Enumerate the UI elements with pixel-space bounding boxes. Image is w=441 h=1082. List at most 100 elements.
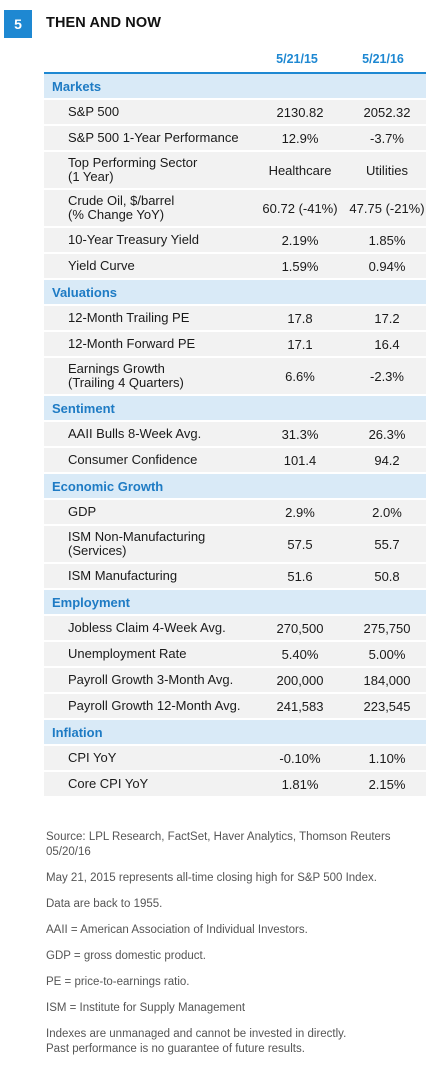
footnote: Data are back to 1955. bbox=[46, 897, 436, 912]
row-label-line: 10-Year Treasury Yield bbox=[68, 232, 200, 247]
section-label: Employment bbox=[52, 594, 131, 610]
value-2016: Utilities bbox=[366, 162, 408, 178]
section-label: Economic Growth bbox=[52, 478, 164, 494]
value-2015: 1.81% bbox=[281, 776, 319, 792]
table-row: Payroll Growth 12-Month Avg. 241,583 223,5… bbox=[44, 694, 426, 720]
row-label-line: GDP bbox=[68, 504, 97, 519]
table-row: 12-Month Forward PE 17.1 16.4 bbox=[44, 332, 426, 358]
table-row: AAII Bulls 8-Week Avg. 31.3% 26.3% bbox=[44, 422, 426, 448]
value-2016: 275,750 bbox=[363, 620, 411, 636]
value-2016: 2.15% bbox=[368, 776, 406, 792]
value-2015: 17.8 bbox=[287, 310, 313, 326]
value-2015: 51.6 bbox=[287, 568, 313, 584]
row-label: Unemployment Rate bbox=[44, 647, 248, 661]
row-label: S&P 500 bbox=[44, 105, 248, 119]
row-label-line: ISM Manufacturing bbox=[68, 568, 178, 583]
footnote-line: Indexes are unmanaged and cannot be inve… bbox=[46, 1028, 347, 1040]
footnote: AAII = American Association of Individua… bbox=[46, 923, 436, 938]
value-2015: 17.1 bbox=[287, 336, 313, 352]
table-row: CPI YoY -0.10% 1.10% bbox=[44, 746, 426, 772]
value-2016: 94.2 bbox=[374, 452, 400, 468]
table-row: GDP 2.9% 2.0% bbox=[44, 500, 426, 526]
row-label: Jobless Claim 4-Week Avg. bbox=[44, 621, 248, 635]
row-label: Payroll Growth 12-Month Avg. bbox=[44, 699, 248, 713]
row-label-line: S&P 500 bbox=[68, 104, 120, 119]
table-row: Earnings Growth (Trailing 4 Quarters) 6.6%… bbox=[44, 358, 426, 396]
figure-number-badge: 5 bbox=[4, 10, 32, 38]
footnote: Source: LPL Research, FactSet, Haver Ana… bbox=[46, 830, 436, 860]
footnote: May 21, 2015 represents all-time closing… bbox=[46, 871, 436, 886]
column-header-2015: 5/21/15 bbox=[276, 52, 318, 66]
table-row: Core CPI YoY 1.81% 2.15% bbox=[44, 772, 426, 798]
footnote-line: GDP = gross domestic product. bbox=[46, 950, 206, 962]
value-2016: 2.0% bbox=[372, 504, 402, 520]
value-2015: -0.10% bbox=[279, 750, 321, 766]
value-2016: -3.7% bbox=[370, 130, 404, 146]
section-header-row: Economic Growth bbox=[44, 474, 426, 500]
value-2015: 2.9% bbox=[285, 504, 315, 520]
value-2016: 16.4 bbox=[374, 336, 400, 352]
footnote-line: AAII = American Association of Individua… bbox=[46, 924, 308, 936]
value-2015: 270,500 bbox=[276, 620, 324, 636]
footnote-line: Data are back to 1955. bbox=[46, 898, 163, 910]
table-row: Payroll Growth 3-Month Avg. 200,000 184,00… bbox=[44, 668, 426, 694]
row-label-line: ISM Non-Manufacturing bbox=[68, 529, 206, 544]
value-2015: 60.72 (-41%) bbox=[262, 200, 338, 216]
row-label: S&P 500 1-Year Performance bbox=[44, 131, 248, 145]
value-2016: 55.7 bbox=[374, 536, 400, 552]
value-2015: 31.3% bbox=[281, 426, 319, 442]
row-label-line: (1 Year) bbox=[68, 169, 114, 184]
value-2015: 101.4 bbox=[283, 452, 317, 468]
table-row: Top Performing Sector (1 Year) Healthcare U… bbox=[44, 152, 426, 190]
value-2016: 1.10% bbox=[368, 750, 406, 766]
row-label: GDP bbox=[44, 505, 248, 519]
value-2015: 2.19% bbox=[281, 232, 319, 248]
row-label-line: CPI YoY bbox=[68, 750, 117, 765]
value-2015: 6.6% bbox=[285, 368, 315, 384]
value-2015: 12.9% bbox=[281, 130, 319, 146]
footnote: PE = price-to-earnings ratio. bbox=[46, 975, 436, 990]
value-2015: 241,583 bbox=[276, 698, 324, 714]
row-label-line: Earnings Growth bbox=[68, 361, 165, 376]
row-label: CPI YoY bbox=[44, 751, 248, 765]
row-label-line: Yield Curve bbox=[68, 258, 135, 273]
section-header-row: Valuations bbox=[44, 280, 426, 306]
row-label: Crude Oil, $/barrel (% Change YoY) bbox=[44, 194, 248, 222]
row-label-line: Crude Oil, $/barrel bbox=[68, 193, 175, 208]
table-row: Yield Curve 1.59% 0.94% bbox=[44, 254, 426, 280]
value-2016: 1.85% bbox=[368, 232, 406, 248]
value-2016: 0.94% bbox=[368, 258, 406, 274]
footnote: ISM = Institute for Supply Management bbox=[46, 1001, 436, 1016]
section-header-row: Inflation bbox=[44, 720, 426, 746]
row-label-line: 12-Month Trailing PE bbox=[68, 310, 190, 325]
table-row: Jobless Claim 4-Week Avg. 270,500 275,750 bbox=[44, 616, 426, 642]
figure-title: THEN AND NOW bbox=[46, 15, 162, 31]
value-2015: Healthcare bbox=[268, 162, 332, 178]
section-header-row: Markets bbox=[44, 74, 426, 100]
table-row: ISM Manufacturing 51.6 50.8 bbox=[44, 564, 426, 590]
table-row: S&P 500 1-Year Performance 12.9% -3.7% bbox=[44, 126, 426, 152]
value-2016: 26.3% bbox=[368, 426, 406, 442]
value-2016: 50.8 bbox=[374, 568, 400, 584]
table-row: ISM Non-Manufacturing (Services) 57.5 55.7 bbox=[44, 526, 426, 564]
footnotes: Source: LPL Research, FactSet, Haver Ana… bbox=[46, 830, 436, 1068]
row-label: 12-Month Forward PE bbox=[44, 337, 248, 351]
row-label-line: Core CPI YoY bbox=[68, 776, 149, 791]
table-row: Consumer Confidence 101.4 94.2 bbox=[44, 448, 426, 474]
row-label: 12-Month Trailing PE bbox=[44, 311, 248, 325]
row-label-line: Payroll Growth 12-Month Avg. bbox=[68, 698, 241, 713]
footnote-line: Past performance is no guarantee of futu… bbox=[46, 1043, 305, 1055]
row-label: Top Performing Sector (1 Year) bbox=[44, 156, 248, 184]
row-label-line: Unemployment Rate bbox=[68, 646, 187, 661]
row-label-line: Consumer Confidence bbox=[68, 452, 198, 467]
value-2016: 184,000 bbox=[363, 672, 411, 688]
footnote-line: PE = price-to-earnings ratio. bbox=[46, 976, 190, 988]
row-label-line: S&P 500 1-Year Performance bbox=[68, 130, 239, 145]
row-label-line: AAII Bulls 8-Week Avg. bbox=[68, 426, 202, 441]
value-2016: 2052.32 bbox=[363, 104, 411, 120]
value-2016: -2.3% bbox=[370, 368, 404, 384]
table-row: 12-Month Trailing PE 17.8 17.2 bbox=[44, 306, 426, 332]
footnote-line: May 21, 2015 represents all-time closing… bbox=[46, 872, 377, 884]
row-label: Yield Curve bbox=[44, 259, 248, 273]
value-2016: 47.75 (-21%) bbox=[349, 200, 425, 216]
